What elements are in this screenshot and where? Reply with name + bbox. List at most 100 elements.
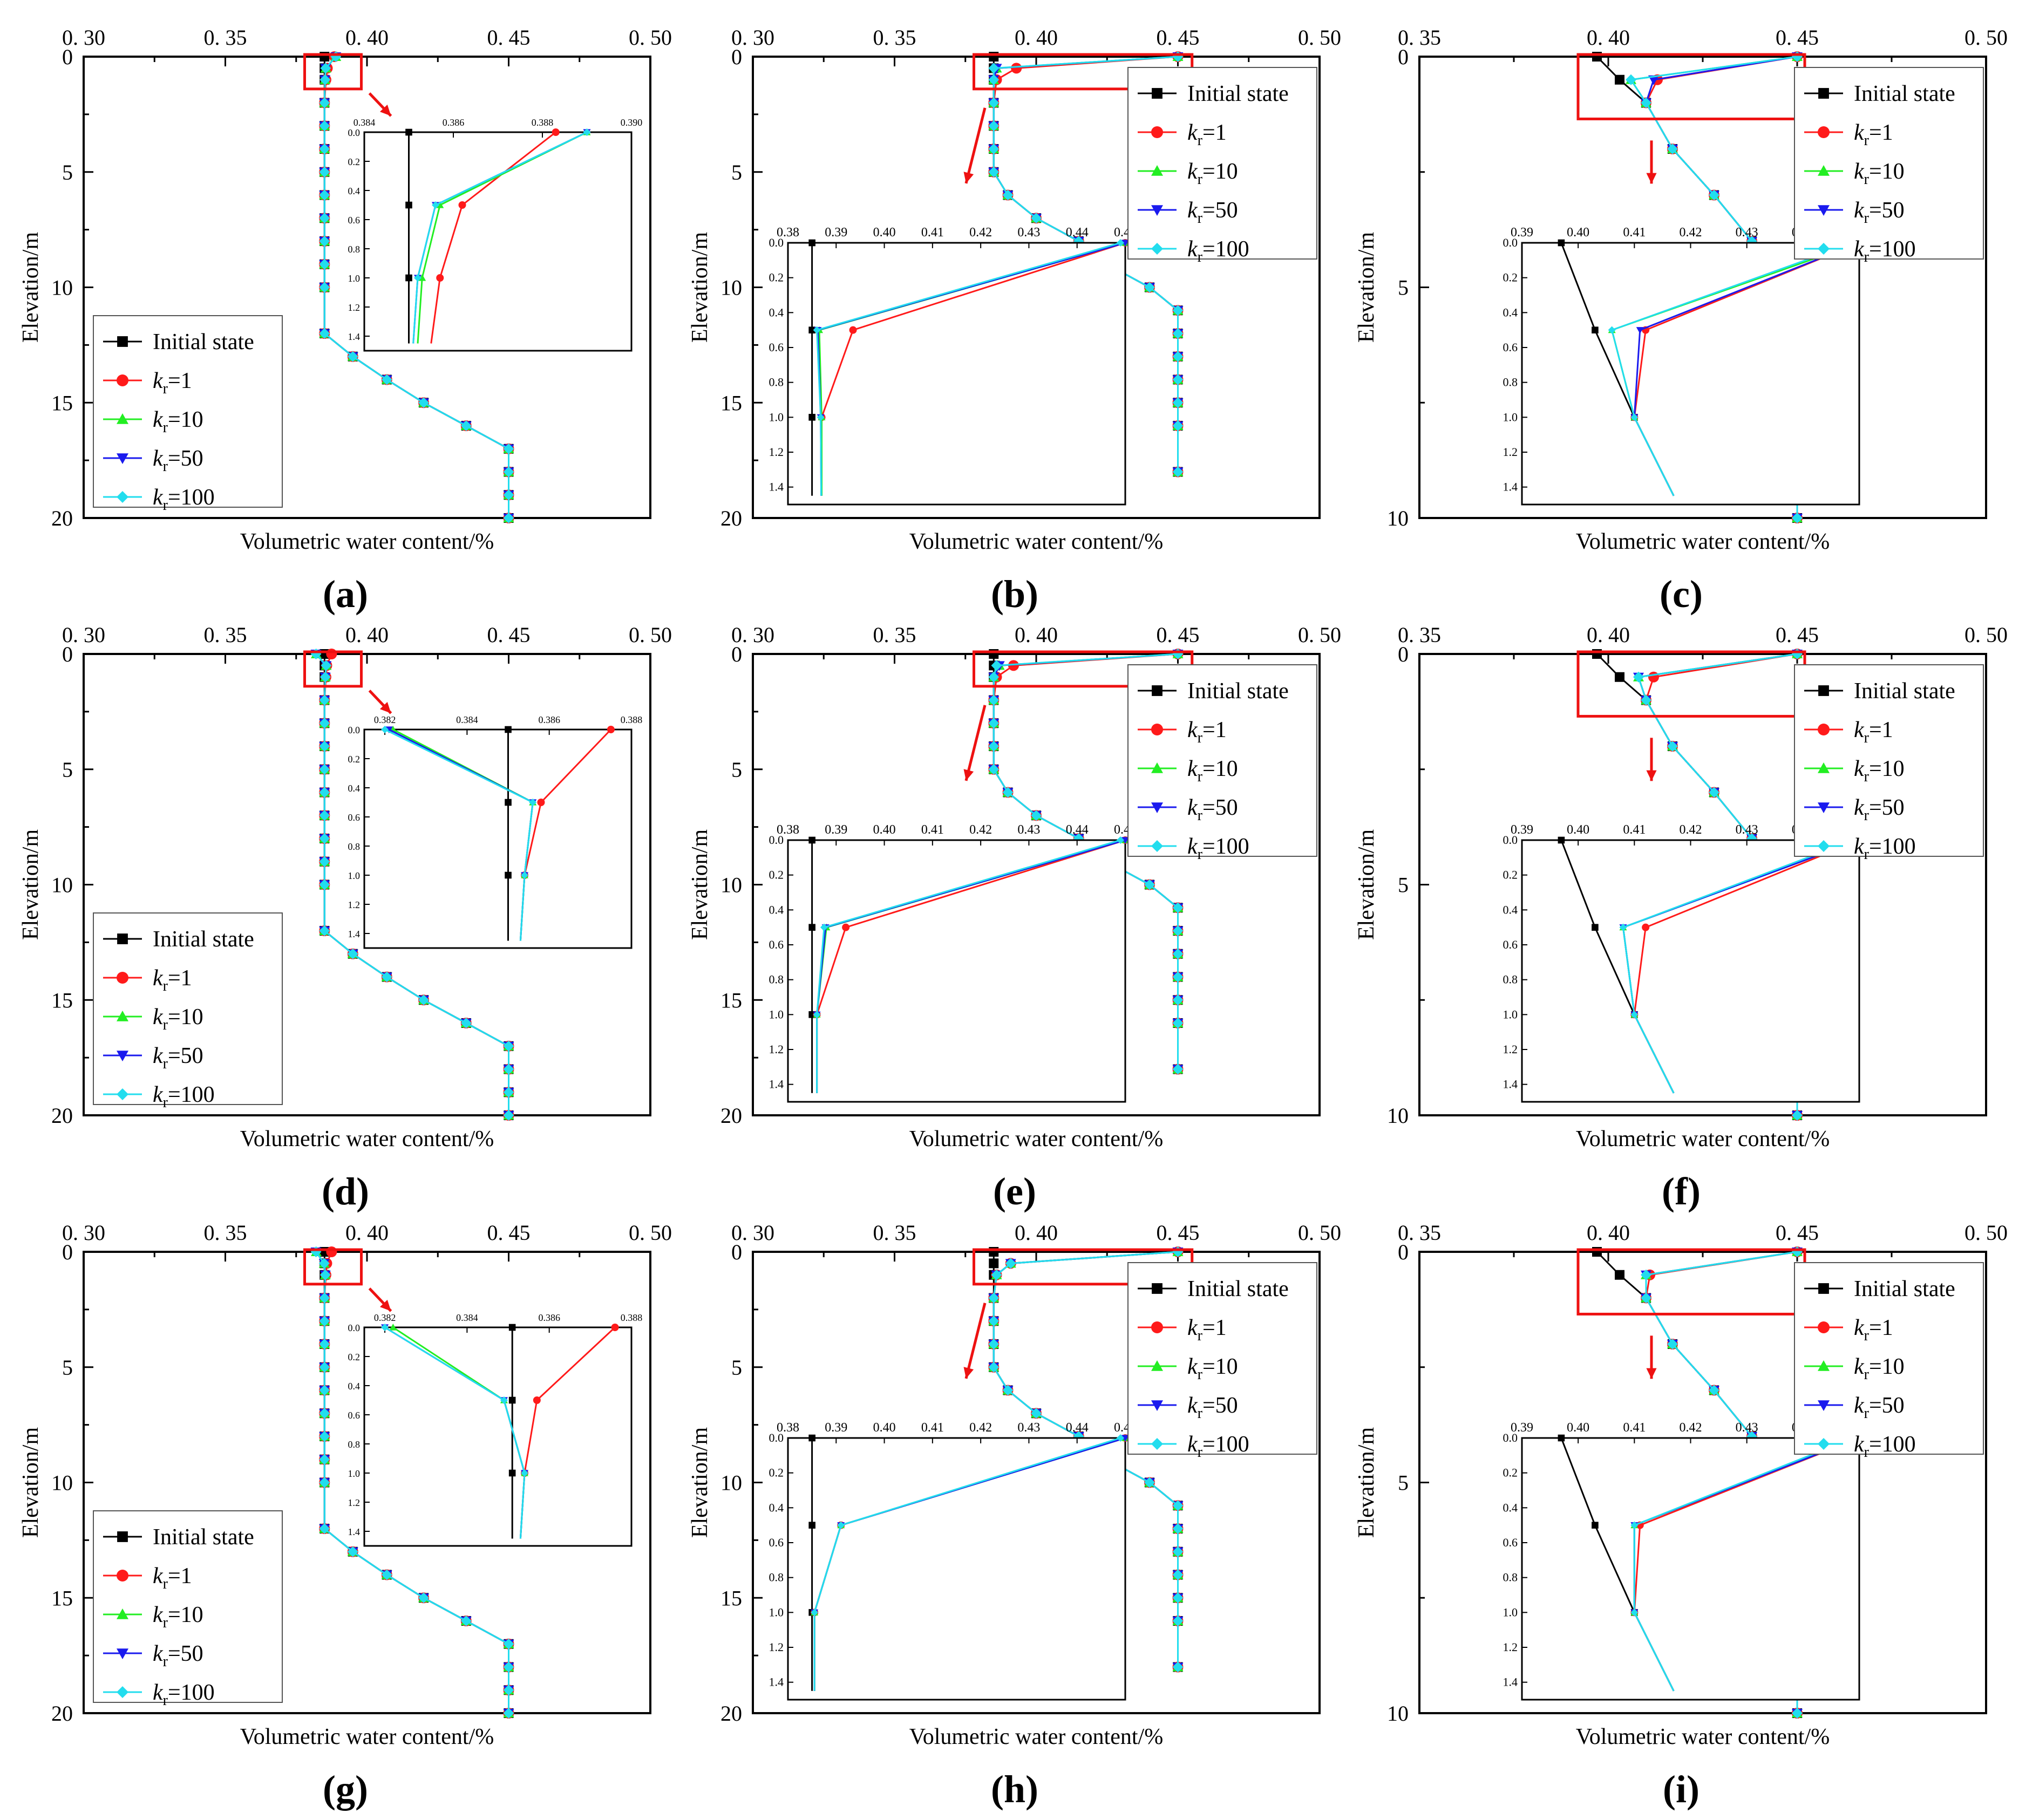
x-tick-label: 0. 35 (204, 1221, 247, 1245)
inset-point-k1 (842, 923, 850, 931)
y-tick-label: 10 (51, 276, 73, 300)
inset-y-tick-label: 1.2 (1503, 1042, 1518, 1056)
inset-chart: 0.390.400.410.420.430.440.450.00.20.40.6… (1503, 823, 1871, 1103)
x-tick-label: 0. 35 (204, 25, 247, 50)
legend-marker-k50 (1818, 1400, 1830, 1411)
x-tick-label: 0. 40 (1015, 623, 1058, 647)
legend-marker-k100 (117, 1088, 128, 1100)
inset-point-k100 (813, 1011, 821, 1019)
legend-label-initial: Initial state (1854, 1277, 1955, 1301)
legend-label-k1: kr=1 (1854, 120, 1893, 149)
data-point-k100 (320, 63, 331, 74)
inset-point-k100 (1117, 836, 1125, 844)
inset-y-tick-label: 0.4 (769, 305, 784, 319)
y-tick-label: 15 (720, 1586, 742, 1610)
data-point-k100 (1641, 1292, 1651, 1304)
data-point-k100 (1172, 994, 1184, 1006)
arrow-head (1646, 1368, 1657, 1379)
legend-label-k100: kr=100 (153, 1680, 215, 1709)
data-point-k100 (319, 833, 330, 844)
legend-label-k50: kr=50 (153, 446, 203, 475)
legend-marker-k100 (1151, 243, 1163, 255)
data-point-k100 (381, 1569, 392, 1580)
inset-y-tick-label: 1.0 (348, 1468, 361, 1479)
highlight-box (1576, 650, 1806, 718)
inset-y-tick-label: 1.4 (348, 929, 361, 939)
panel-label: (d) (322, 1170, 369, 1213)
inset-point-k10 (436, 201, 444, 208)
inset-point-initial (508, 1396, 516, 1404)
arrow-head (379, 104, 391, 116)
inset-y-tick-label: 1.4 (1503, 480, 1518, 494)
data-point-k100 (1031, 810, 1042, 821)
data-point-k100 (418, 1592, 429, 1604)
zoom-arrow (1646, 140, 1657, 184)
inset-line-k100 (816, 839, 1121, 1093)
x-tick-label: 0. 50 (1298, 25, 1341, 50)
inset-y-tick-label: 1.4 (769, 1675, 784, 1689)
legend-label-k100: kr=100 (1854, 237, 1916, 265)
legend-label-k100: kr=100 (1187, 237, 1249, 265)
highlight-box (303, 650, 363, 688)
data-point-k100 (1172, 466, 1184, 478)
data-point-k100 (319, 1408, 330, 1419)
inset-point-k1 (436, 274, 444, 282)
data-point-k100 (1144, 879, 1155, 890)
data-point-k1 (1648, 671, 1659, 683)
inset-x-tick-label: 0.42 (1680, 823, 1702, 837)
inset-y-tick-label: 0.4 (348, 783, 361, 794)
inset-chart: 0.38 0.39 0.40 0.41 0.42 0.43 0.44 0.450.00.20.… (769, 226, 1137, 506)
data-point-k100 (503, 489, 514, 501)
inset-y-tick-label: 1.0 (1503, 1007, 1518, 1021)
inset-y-tick-label: 0.4 (769, 1501, 784, 1514)
legend-frame (93, 912, 283, 1105)
arrow-head (963, 1367, 974, 1379)
inset-point-initial (508, 1324, 516, 1331)
x-tick-label: 0. 50 (1964, 25, 2008, 50)
data-point-k100 (347, 948, 358, 959)
inset-y-tick-label: 0.0 (769, 833, 784, 847)
y-tick-label: 10 (720, 276, 742, 300)
panel-d: 0. 30 0. 35 0. 40 0. 45 0. 50 0 5 10 15 20 Volumet… (18, 623, 672, 1213)
data-point-k100 (1633, 671, 1644, 683)
inset-point-k100 (381, 1324, 389, 1331)
data-point-k100 (503, 1708, 514, 1719)
inset-point-initial (505, 799, 512, 806)
data-point-k100 (1172, 971, 1184, 983)
data-point-k100 (988, 1292, 1000, 1304)
inset-y-tick-label: 1.2 (1503, 1640, 1518, 1654)
zoom-arrow (963, 705, 987, 781)
data-point-initial (989, 1258, 999, 1269)
inset-point-k100 (813, 326, 821, 334)
legend-label-k1: kr=1 (1854, 1315, 1893, 1344)
legend-frame (1127, 664, 1317, 857)
y-tick-label: 10 (1387, 1701, 1409, 1726)
inset-point-k100 (521, 1469, 528, 1477)
data-point-k100 (381, 374, 392, 385)
legend-frame (1794, 67, 1984, 260)
inset-x-tick-label: 0.39 (825, 823, 847, 837)
inset-x-tick-label: 0.41 (921, 226, 944, 240)
y-tick-label: 10 (51, 873, 73, 897)
y-tick-label: 5 (1398, 1471, 1409, 1495)
legend-marker-initial (1818, 88, 1829, 99)
data-point-k100 (1172, 397, 1184, 408)
data-point-k100 (988, 166, 1000, 178)
y-tick-label: 5 (1398, 276, 1409, 300)
y-tick-label: 15 (51, 988, 73, 1012)
data-point-k100 (1667, 144, 1678, 154)
legend-label-k50: kr=50 (1854, 1393, 1905, 1422)
data-point-k100 (1002, 787, 1014, 798)
legend-marker-k50 (1818, 802, 1830, 813)
inset-x-tick-label: 0.39 (1511, 1421, 1533, 1435)
inset-y-tick-label: 0.2 (1503, 271, 1518, 284)
legend-label-k10: kr=10 (1854, 756, 1905, 785)
x-tick-label: 0. 40 (345, 623, 389, 647)
inset-point-initial (808, 924, 815, 931)
inset-y-tick-label: 1.2 (769, 445, 784, 459)
data-point-k100 (1031, 213, 1042, 224)
legend-label-k50: kr=50 (1854, 198, 1905, 227)
data-point-k100 (319, 1523, 330, 1534)
data-point-k100 (1172, 1661, 1184, 1673)
x-tick-label: 0. 35 (873, 25, 916, 50)
